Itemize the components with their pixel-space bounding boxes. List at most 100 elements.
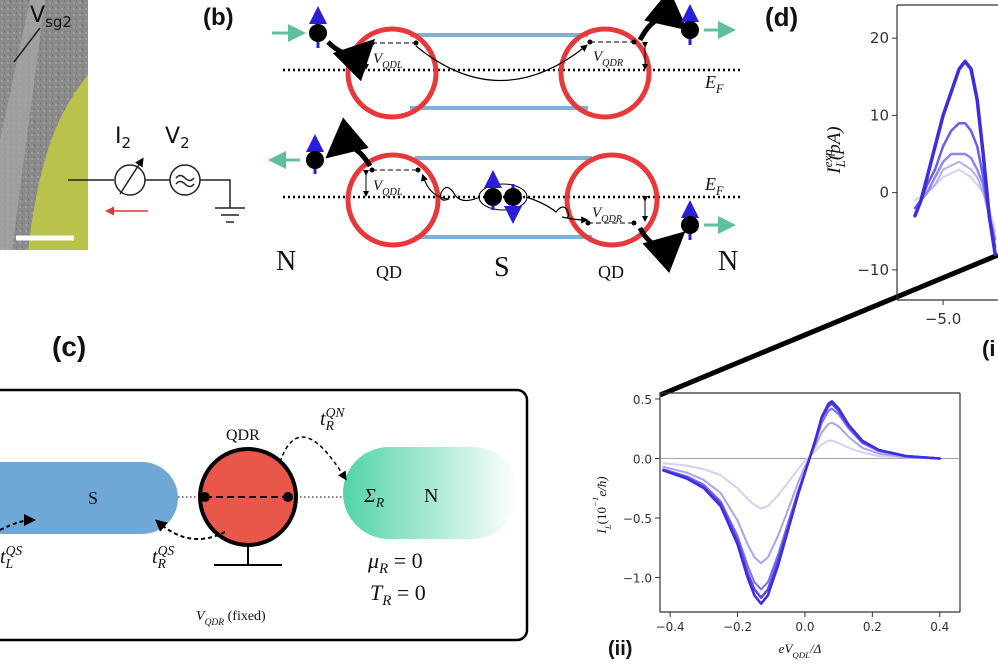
text-part: V: [196, 609, 206, 624]
level-label: VQDL: [373, 51, 403, 71]
text-part: (fixed): [224, 609, 266, 624]
dot-label: QD: [598, 262, 624, 282]
text-part: = 0: [388, 548, 422, 573]
panel-label: (ii): [608, 638, 632, 660]
text-part: V: [373, 51, 384, 67]
text-part: −1: [590, 497, 600, 507]
text-part: I: [115, 124, 122, 149]
coupling-label: tQS R: [152, 543, 174, 571]
x-tick-label: 0.4: [930, 620, 949, 634]
y-tick-label: −10: [857, 261, 889, 279]
text-part: QDR: [205, 618, 225, 628]
text-part: R: [375, 495, 385, 510]
text-part: QDL: [382, 187, 403, 198]
text-part: QN: [326, 405, 346, 420]
panel-label: (i: [982, 336, 995, 361]
text-part: QDR: [602, 58, 624, 69]
text-part: T: [370, 580, 384, 605]
model-diagram: [0, 388, 529, 642]
y-tick-label: 20: [870, 29, 889, 47]
data-line: [662, 402, 942, 599]
schematic-top: [272, 0, 740, 120]
text-part: L: [833, 160, 848, 168]
micrograph: [0, 0, 88, 250]
lead-label: N: [424, 485, 438, 507]
data-line: [662, 400, 942, 605]
level-label: VQDR: [593, 49, 624, 69]
dot-label: QD: [376, 262, 402, 282]
text-part: exp: [820, 149, 835, 167]
text-part: I: [594, 529, 609, 535]
text-part: 2: [122, 134, 132, 152]
data-line: [662, 421, 941, 565]
text-part: V: [165, 124, 180, 149]
lead-label: N: [276, 246, 296, 277]
x-tick-label: −0.4: [656, 620, 685, 634]
y-axis-label: IexpL(pA): [820, 126, 848, 174]
text-part: sg2: [45, 13, 72, 31]
text-part: QDR: [601, 214, 623, 225]
coupling-label: tQN R: [320, 405, 345, 433]
data-line: [662, 439, 941, 510]
text-part: μ: [367, 548, 379, 573]
x-tick-label: 0.0: [795, 620, 814, 634]
panel-label: (c): [52, 331, 86, 362]
text-part: /Δ: [809, 641, 822, 656]
y-tick-label: 0.0: [633, 452, 652, 466]
text-part: QDL: [792, 650, 810, 660]
y-axis-label: IL(10−1e/ħ): [590, 476, 613, 534]
lead-label: N: [718, 246, 738, 277]
gate-label: Vsg2: [30, 3, 72, 31]
text-part: R: [381, 593, 391, 609]
gate-label: VQDR (fixed): [196, 609, 266, 628]
text-part: Σ: [363, 485, 376, 507]
level-label: VQDL: [373, 178, 403, 198]
self-energy-label: ΣR: [363, 485, 385, 510]
fermi-label: EF: [704, 72, 724, 96]
text-part: V: [592, 205, 603, 221]
text-part: e/ħ): [594, 476, 609, 496]
x-tick-label: −5.0: [925, 310, 961, 328]
circuit: [68, 157, 245, 223]
text-part: t: [152, 546, 158, 568]
text-part: eV: [779, 641, 795, 656]
data-line: [913, 59, 997, 257]
voltage-label: V2: [165, 124, 190, 152]
x-tick-label: −0.2: [723, 620, 752, 634]
dot-label: QDR: [226, 427, 260, 444]
superconductor-label: S: [494, 252, 510, 283]
text-part: E: [704, 72, 716, 92]
text-part: R: [157, 556, 167, 571]
y-tick-label: 0: [879, 184, 889, 202]
level-label: VQDR: [592, 205, 623, 225]
superconductor-label: S: [88, 488, 98, 508]
coupling-label: tQS L: [0, 543, 22, 571]
text-part: V: [593, 49, 604, 65]
temperature-label: TR = 0: [370, 580, 426, 609]
text-part: L: [5, 556, 14, 571]
schematic-bottom: [268, 117, 740, 273]
text-part: E: [704, 174, 716, 194]
chemical-potential-label: μR = 0: [367, 548, 423, 577]
text-part: L: [603, 524, 613, 530]
data-line: [913, 121, 997, 248]
y-tick-label: −1.0: [623, 571, 652, 585]
text-part: t: [320, 408, 326, 430]
text-part: = 0: [391, 580, 425, 605]
y-tick-label: 0.5: [633, 393, 652, 407]
text-part: QS: [6, 543, 23, 558]
panel-label: (b): [203, 4, 234, 31]
current-label: I2: [115, 124, 131, 152]
text-part: (10: [594, 507, 609, 524]
text-part: V: [30, 3, 45, 28]
text-part: R: [378, 561, 388, 577]
data-line: [662, 407, 941, 591]
text-part: R: [325, 418, 335, 433]
panel-label: (d): [765, 2, 798, 32]
zoom-connector: [659, 252, 998, 398]
charts: 20100−10−5.0(d)IexpL(pA)0.50.0−0.5−1.0−0…: [590, 2, 998, 660]
fermi-label: EF: [704, 174, 724, 198]
x-tick-label: 0.2: [863, 620, 882, 634]
